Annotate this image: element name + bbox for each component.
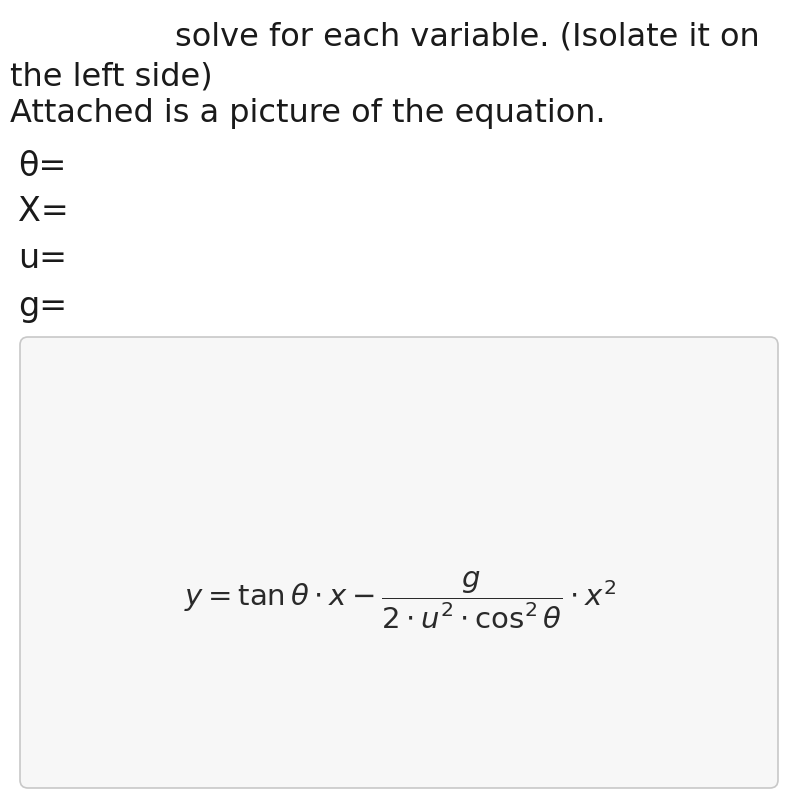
Text: solve for each variable. (Isolate it on: solve for each variable. (Isolate it on xyxy=(175,22,760,53)
Text: X=: X= xyxy=(18,195,69,228)
Text: θ=: θ= xyxy=(18,150,66,183)
Text: the left side): the left side) xyxy=(10,62,213,93)
Text: u=: u= xyxy=(18,242,67,275)
Text: $y = \tan\theta \cdot x - \dfrac{g}{2 \cdot u^2 \cdot \cos^2\theta} \cdot x^2$: $y = \tan\theta \cdot x - \dfrac{g}{2 \c… xyxy=(184,570,616,631)
Text: Attached is a picture of the equation.: Attached is a picture of the equation. xyxy=(10,98,606,129)
FancyBboxPatch shape xyxy=(20,337,778,788)
Text: g=: g= xyxy=(18,290,67,323)
